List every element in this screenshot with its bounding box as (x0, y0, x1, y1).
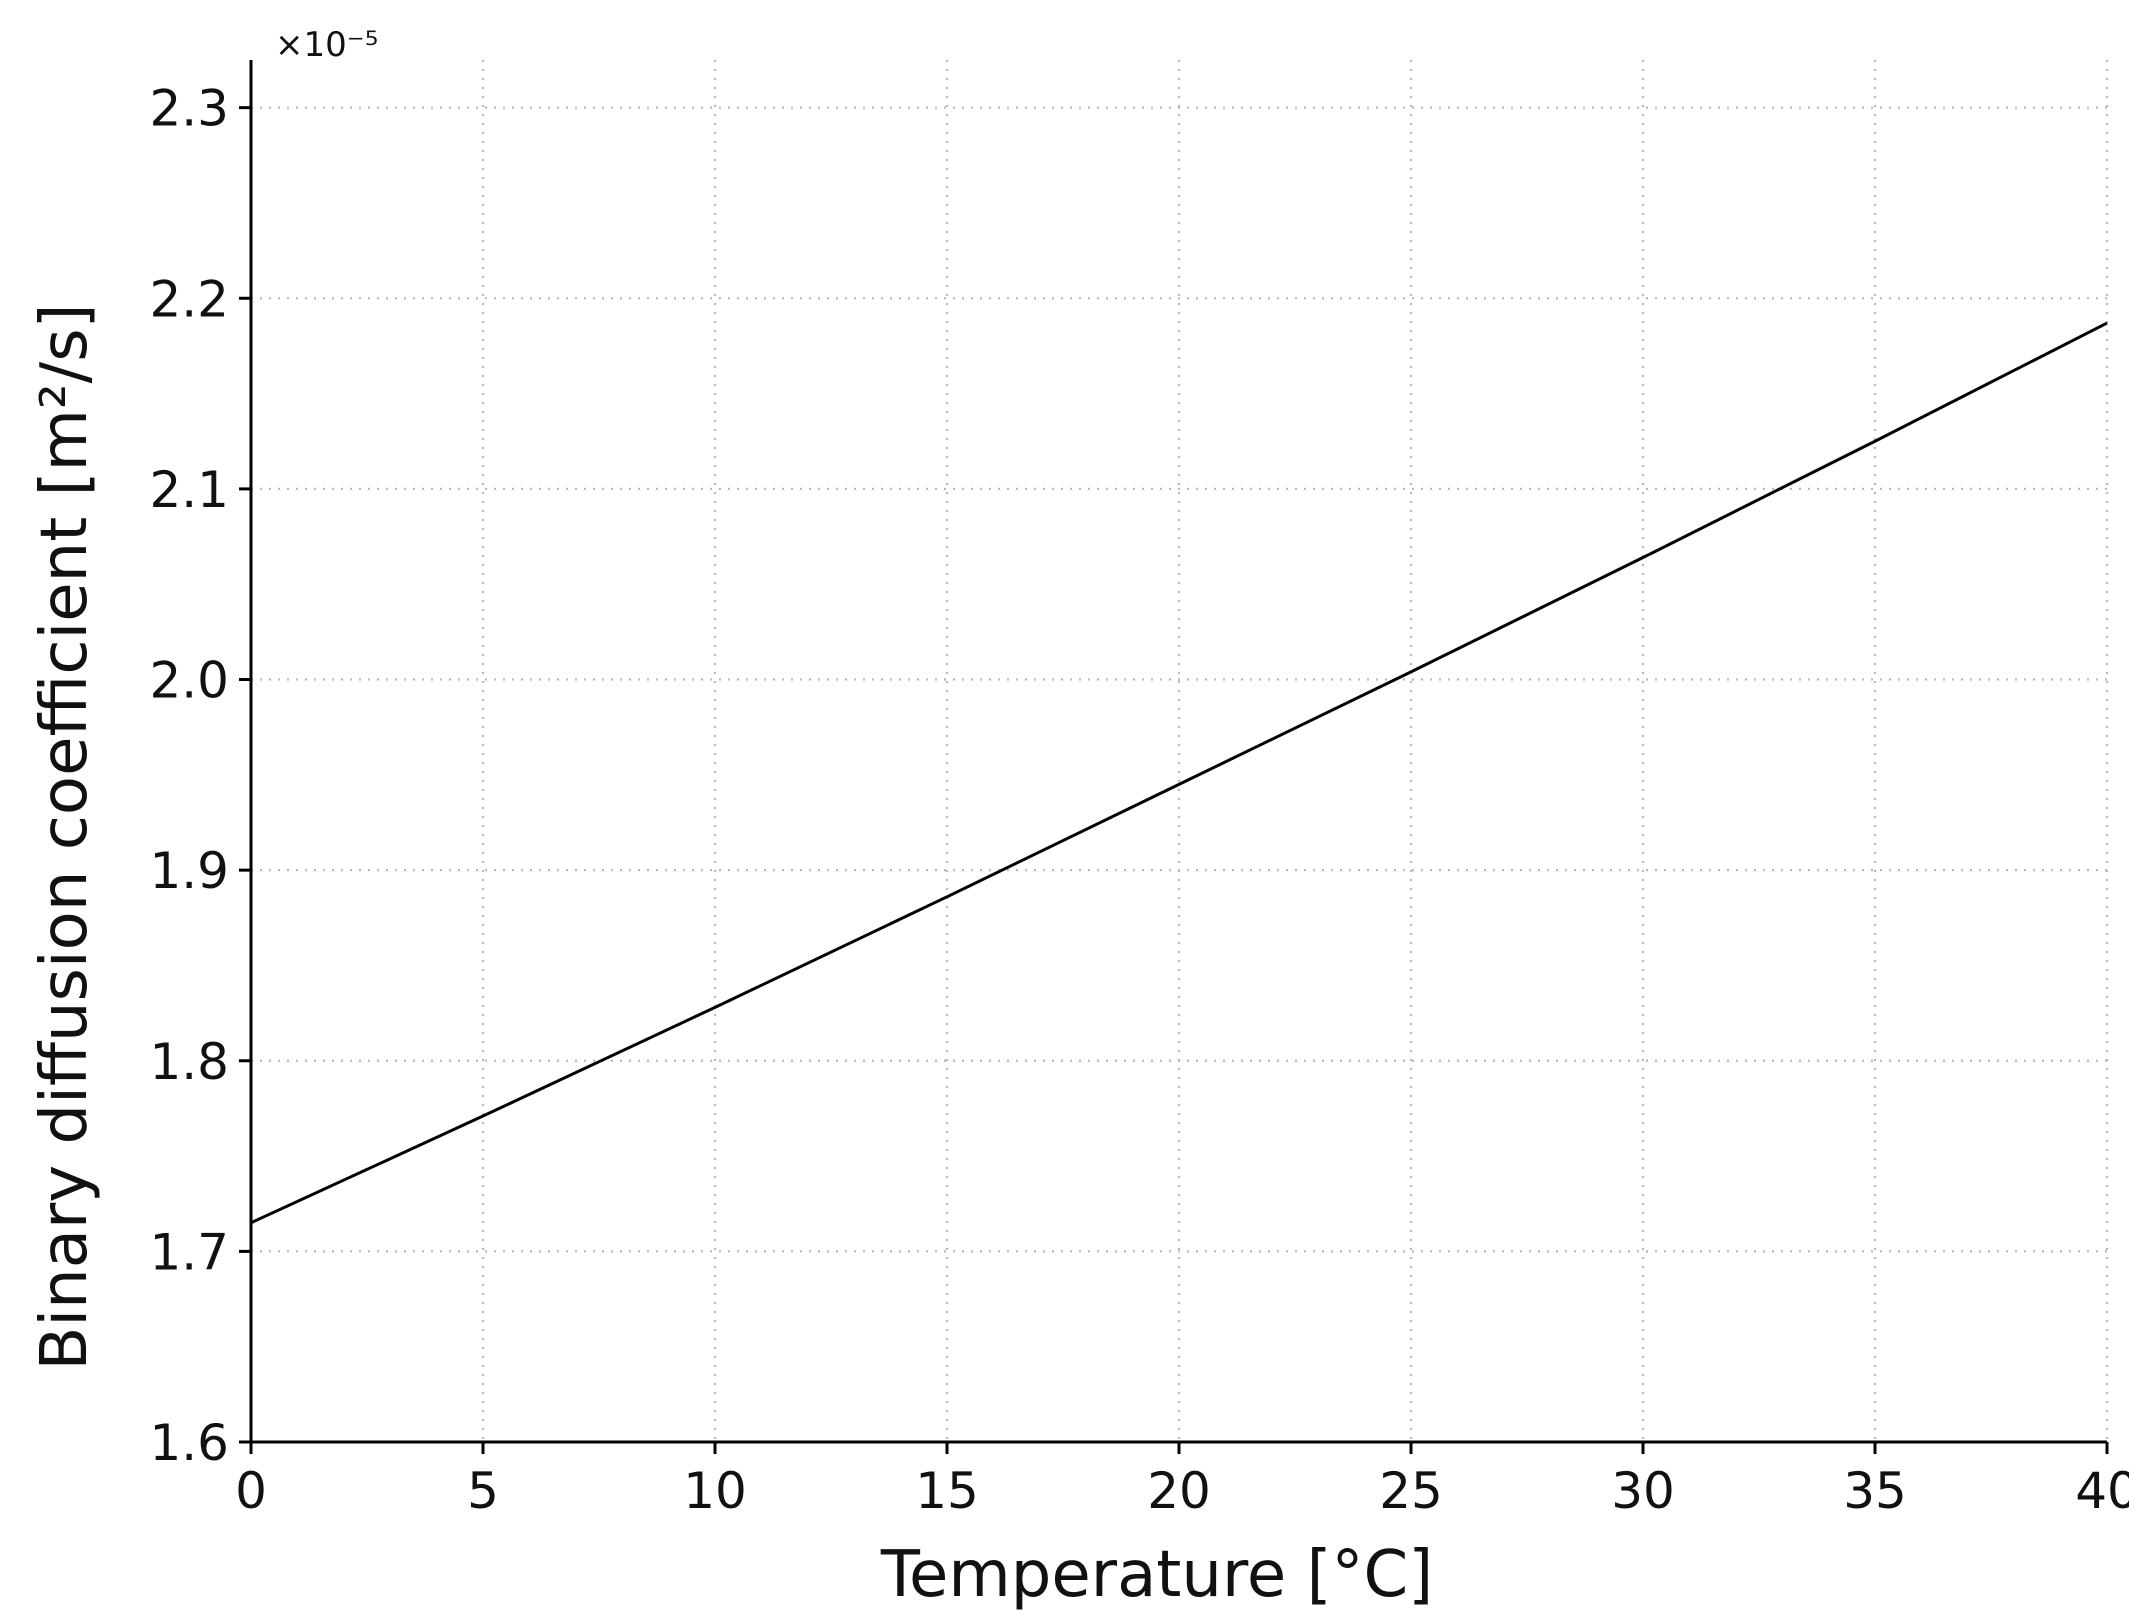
x-tick-label-2: 10 (683, 1462, 747, 1520)
x-tick-label-1: 5 (467, 1462, 499, 1520)
x-tick-label-3: 15 (915, 1462, 979, 1520)
ticks: 0 5 10 15 20 25 30 35 40 1.6 1.7 1.8 1.9 2.0 2.1 2.2 2.3 (149, 80, 2129, 1520)
y-tick-label-4: 2.0 (149, 652, 229, 710)
x-tick-label-5: 25 (1379, 1462, 1443, 1520)
x-tick-label-0: 0 (235, 1462, 267, 1520)
y-tick-label-3: 1.9 (149, 842, 229, 900)
y-tick-label-6: 2.2 (149, 270, 229, 328)
series-line-0 (250, 321, 2108, 1225)
y-axis-multiplier: ×10⁻⁵ (275, 25, 378, 65)
y-tick-label-2: 1.8 (149, 1033, 229, 1091)
y-axis-label: Binary diffusion coefficient [m²/s] (28, 303, 102, 1370)
x-tick-label-6: 30 (1611, 1462, 1675, 1520)
x-tick-label-8: 40 (2075, 1462, 2129, 1520)
y-tick-label-1: 1.7 (149, 1223, 229, 1281)
data-series (250, 321, 2108, 1225)
y-tick-label-0: 1.6 (149, 1414, 229, 1472)
x-axis-label: Temperature [°C] (880, 1538, 1433, 1612)
x-tick-label-7: 35 (1843, 1462, 1907, 1520)
y-tick-label-7: 2.3 (149, 80, 229, 138)
y-tick-label-5: 2.1 (149, 461, 229, 519)
grid (249, 60, 2109, 1444)
x-tick-label-4: 20 (1147, 1462, 1211, 1520)
